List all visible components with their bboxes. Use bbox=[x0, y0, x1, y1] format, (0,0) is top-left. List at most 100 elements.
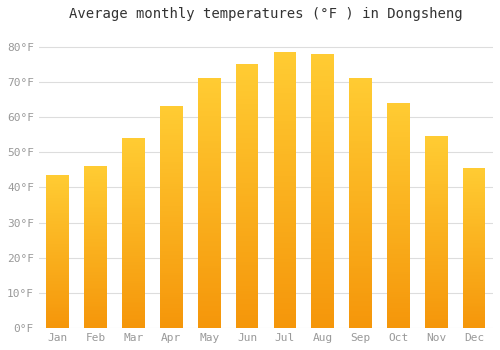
Bar bbox=[236, 238, 258, 241]
Bar bbox=[463, 194, 485, 195]
Bar bbox=[387, 130, 410, 132]
Bar bbox=[463, 325, 485, 327]
Bar bbox=[236, 304, 258, 307]
Bar bbox=[160, 229, 182, 231]
Bar bbox=[349, 273, 372, 276]
Bar bbox=[84, 216, 107, 218]
Bar bbox=[160, 266, 182, 268]
Bar bbox=[198, 273, 220, 276]
Bar bbox=[312, 293, 334, 295]
Bar bbox=[236, 117, 258, 120]
Bar bbox=[122, 248, 145, 250]
Bar bbox=[349, 243, 372, 246]
Bar bbox=[274, 212, 296, 215]
Bar bbox=[463, 295, 485, 296]
Bar bbox=[84, 238, 107, 239]
Bar bbox=[160, 295, 182, 297]
Bar bbox=[236, 228, 258, 231]
Bar bbox=[274, 215, 296, 218]
Bar bbox=[463, 320, 485, 322]
Bar bbox=[198, 198, 220, 201]
Bar bbox=[387, 274, 410, 276]
Bar bbox=[46, 305, 69, 307]
Bar bbox=[463, 301, 485, 302]
Bar bbox=[236, 220, 258, 223]
Bar bbox=[387, 252, 410, 254]
Bar bbox=[236, 326, 258, 328]
Bar bbox=[122, 149, 145, 152]
Bar bbox=[425, 244, 448, 246]
Bar bbox=[349, 258, 372, 261]
Bar bbox=[198, 123, 220, 126]
Bar bbox=[274, 118, 296, 121]
Bar bbox=[198, 131, 220, 133]
Bar bbox=[312, 131, 334, 133]
Bar bbox=[236, 154, 258, 157]
Bar bbox=[122, 152, 145, 153]
Bar bbox=[160, 189, 182, 191]
Bar bbox=[349, 218, 372, 221]
Bar bbox=[387, 256, 410, 258]
Bar bbox=[198, 276, 220, 278]
Bar bbox=[463, 271, 485, 272]
Bar bbox=[198, 178, 220, 181]
Bar bbox=[312, 128, 334, 131]
Bar bbox=[387, 240, 410, 243]
Bar bbox=[122, 294, 145, 296]
Bar bbox=[312, 172, 334, 174]
Bar bbox=[160, 120, 182, 122]
Bar bbox=[387, 146, 410, 148]
Bar bbox=[160, 113, 182, 116]
Bar bbox=[122, 146, 145, 148]
Bar bbox=[387, 204, 410, 206]
Bar bbox=[387, 114, 410, 117]
Bar bbox=[46, 227, 69, 229]
Bar bbox=[160, 153, 182, 155]
Bar bbox=[160, 155, 182, 158]
Bar bbox=[46, 204, 69, 206]
Bar bbox=[46, 189, 69, 190]
Bar bbox=[84, 177, 107, 179]
Bar bbox=[463, 218, 485, 219]
Bar bbox=[312, 166, 334, 169]
Bar bbox=[274, 245, 296, 248]
Bar bbox=[236, 96, 258, 99]
Bar bbox=[425, 238, 448, 240]
Bar bbox=[198, 278, 220, 281]
Bar bbox=[84, 200, 107, 202]
Bar bbox=[236, 281, 258, 283]
Bar bbox=[425, 265, 448, 267]
Bar bbox=[46, 224, 69, 226]
Bar bbox=[349, 183, 372, 186]
Bar bbox=[84, 264, 107, 265]
Bar bbox=[274, 146, 296, 149]
Bar bbox=[122, 277, 145, 279]
Bar bbox=[312, 262, 334, 265]
Bar bbox=[84, 281, 107, 283]
Bar bbox=[122, 245, 145, 246]
Bar bbox=[236, 91, 258, 93]
Bar bbox=[312, 147, 334, 150]
Bar bbox=[274, 279, 296, 281]
Bar bbox=[236, 299, 258, 302]
Bar bbox=[122, 153, 145, 155]
Bar bbox=[312, 86, 334, 89]
Bar bbox=[122, 271, 145, 273]
Bar bbox=[236, 178, 258, 180]
Bar bbox=[274, 132, 296, 135]
Bar bbox=[312, 271, 334, 273]
Bar bbox=[349, 201, 372, 203]
Bar bbox=[274, 182, 296, 184]
Bar bbox=[236, 278, 258, 281]
Bar bbox=[160, 271, 182, 273]
Bar bbox=[236, 186, 258, 188]
Bar bbox=[349, 206, 372, 208]
Bar bbox=[84, 289, 107, 291]
Bar bbox=[274, 234, 296, 237]
Bar bbox=[122, 324, 145, 326]
Bar bbox=[312, 229, 334, 232]
Bar bbox=[425, 213, 448, 215]
Bar bbox=[463, 231, 485, 232]
Bar bbox=[160, 273, 182, 275]
Bar bbox=[198, 203, 220, 206]
